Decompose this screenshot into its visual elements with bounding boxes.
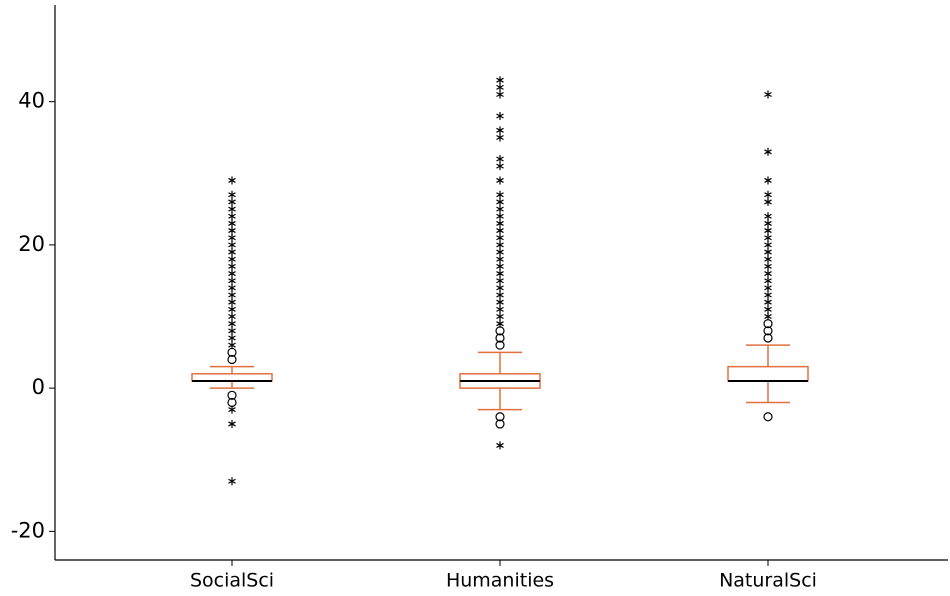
extreme xyxy=(496,276,504,285)
extreme xyxy=(228,262,236,271)
extreme xyxy=(496,248,504,257)
extreme xyxy=(228,190,236,199)
extreme xyxy=(496,212,504,221)
extreme xyxy=(764,226,772,235)
extreme xyxy=(764,219,772,228)
outlier xyxy=(495,419,505,429)
extreme xyxy=(496,162,504,171)
extreme xyxy=(764,291,772,300)
extreme xyxy=(496,319,504,328)
extreme xyxy=(496,176,504,185)
extreme xyxy=(496,255,504,264)
extreme xyxy=(764,248,772,257)
extreme xyxy=(228,276,236,285)
extreme xyxy=(764,190,772,199)
x-tick-label: Humanities xyxy=(446,570,554,592)
extreme xyxy=(496,291,504,300)
extreme xyxy=(228,248,236,257)
extreme xyxy=(496,298,504,307)
x-tick-label: NaturalSci xyxy=(719,570,817,592)
extreme xyxy=(228,291,236,300)
extreme xyxy=(228,298,236,307)
extreme xyxy=(764,212,772,221)
extreme xyxy=(228,255,236,264)
extreme xyxy=(228,319,236,328)
box xyxy=(727,365,809,382)
outlier xyxy=(227,354,237,365)
y-tick-label: 20 xyxy=(18,232,45,256)
outlier xyxy=(763,412,773,422)
extreme xyxy=(496,240,504,249)
extreme xyxy=(496,233,504,242)
extreme xyxy=(764,262,772,271)
extreme xyxy=(228,326,236,335)
extreme xyxy=(496,90,504,99)
y-tick-label: -20 xyxy=(11,518,45,542)
extreme xyxy=(764,255,772,264)
extreme xyxy=(764,233,772,242)
extreme xyxy=(764,147,772,156)
extreme xyxy=(228,477,236,486)
extreme xyxy=(496,441,504,450)
extreme xyxy=(496,283,504,292)
extreme xyxy=(496,312,504,321)
extreme xyxy=(496,205,504,214)
extreme xyxy=(764,283,772,292)
box xyxy=(191,373,273,382)
extreme xyxy=(228,219,236,228)
extreme xyxy=(764,305,772,314)
extreme xyxy=(496,219,504,228)
extreme xyxy=(764,269,772,278)
outlier xyxy=(495,412,505,422)
extreme xyxy=(228,283,236,292)
outlier xyxy=(763,326,773,336)
extreme xyxy=(228,305,236,314)
outlier xyxy=(495,340,505,350)
extreme xyxy=(228,226,236,235)
extreme xyxy=(228,269,236,278)
extreme xyxy=(228,240,236,249)
extreme xyxy=(496,126,504,135)
extreme xyxy=(496,133,504,142)
outlier xyxy=(495,333,505,343)
extreme xyxy=(228,341,236,350)
extreme xyxy=(228,176,236,185)
extreme xyxy=(496,112,504,120)
extreme xyxy=(228,419,236,428)
extreme xyxy=(764,276,772,285)
extreme xyxy=(496,305,504,314)
extreme xyxy=(228,212,236,221)
y-tick-label: 40 xyxy=(18,89,45,113)
extreme xyxy=(228,233,236,242)
extreme xyxy=(228,205,236,214)
x-tick-label: SocialSci xyxy=(190,570,274,592)
extreme xyxy=(496,197,504,206)
extreme xyxy=(496,76,504,85)
extreme xyxy=(496,190,504,199)
y-tick-label: 0 xyxy=(32,375,45,399)
extreme xyxy=(496,226,504,235)
extreme xyxy=(764,197,772,206)
extreme xyxy=(228,405,236,414)
extreme xyxy=(496,262,504,271)
extreme xyxy=(764,90,772,99)
extreme xyxy=(496,269,504,278)
extreme xyxy=(764,240,772,249)
extreme xyxy=(764,312,772,321)
outlier xyxy=(227,390,237,400)
extreme xyxy=(228,334,236,342)
extreme xyxy=(496,154,504,163)
extreme xyxy=(228,197,236,206)
extreme xyxy=(764,298,772,307)
outlier xyxy=(763,333,773,343)
extreme xyxy=(764,176,772,185)
extreme xyxy=(496,83,504,92)
extreme xyxy=(228,312,236,321)
